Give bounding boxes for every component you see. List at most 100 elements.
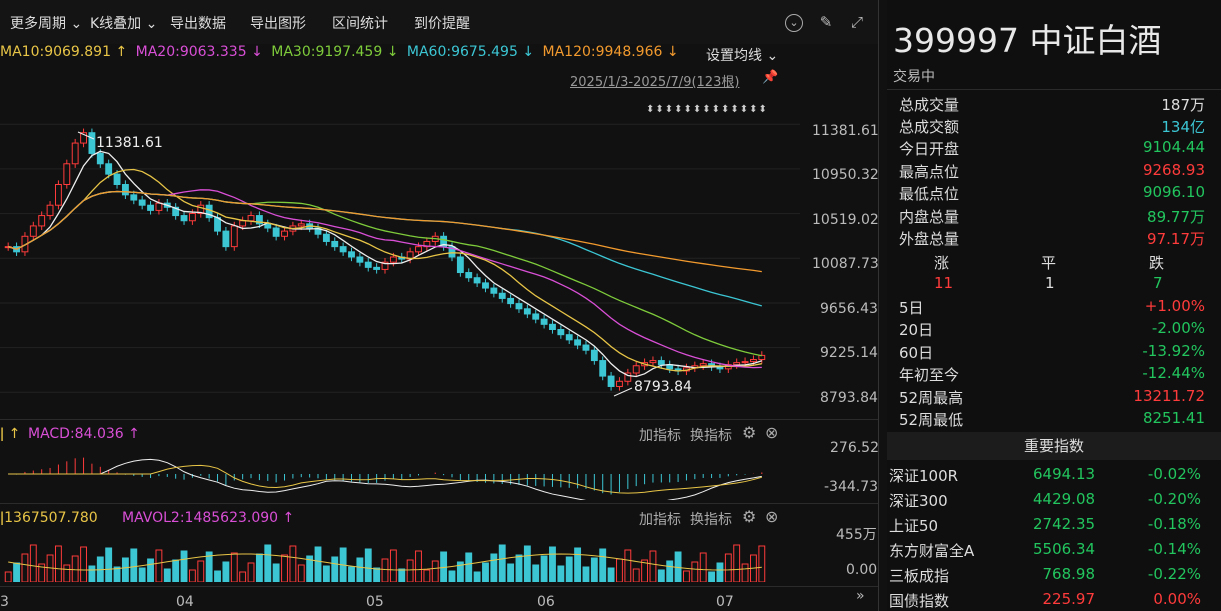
- switch-indicator-button[interactable]: 换指标: [690, 512, 732, 528]
- fullscreen-icon[interactable]: ⤢: [850, 13, 863, 31]
- macd-label: MACD:84.036 ↑: [28, 426, 140, 442]
- ma120-label: MA120:9948.966 ↓: [542, 44, 679, 60]
- ma-line: [7, 168, 762, 372]
- candle: [180, 215, 188, 222]
- volume-bar: [105, 547, 113, 582]
- volume-bar: [247, 562, 255, 582]
- volume-bar: [657, 569, 665, 582]
- volume-bar: [172, 559, 180, 582]
- candle: [532, 313, 540, 320]
- high-arrow: [77, 131, 95, 140]
- candle: [649, 360, 657, 364]
- volume-bar: [398, 568, 406, 582]
- index-row[interactable]: 三板成指 768.98 -0.22%: [889, 565, 1201, 585]
- close-icon[interactable]: ⊗: [765, 507, 779, 526]
- close-icon[interactable]: ⊗: [765, 423, 779, 442]
- candle: [339, 246, 347, 253]
- low-marker: 8793.84: [634, 379, 692, 395]
- add-indicator-button[interactable]: 加指标: [639, 512, 681, 528]
- index-row[interactable]: 深证100R 6494.13 -0.02%: [889, 465, 1201, 485]
- volume-bar: [322, 565, 330, 582]
- add-indicator-button[interactable]: 加指标: [639, 428, 681, 444]
- volume-bar: [306, 555, 314, 582]
- volume-bar: [180, 550, 188, 582]
- panel-divider[interactable]: [878, 0, 879, 611]
- candle: [348, 251, 355, 258]
- volume-bar: [4, 571, 12, 582]
- volume-bar: [113, 566, 121, 582]
- volume-bar: [348, 566, 355, 582]
- volume-bar: [88, 565, 96, 582]
- index-row[interactable]: 深证300 4429.08 -0.20%: [889, 490, 1201, 510]
- volume-bar: [582, 566, 590, 582]
- candle: [490, 287, 498, 294]
- candle: [21, 235, 29, 253]
- time-tick: 04: [176, 594, 194, 610]
- export-chart-button[interactable]: 导出图形: [250, 16, 306, 32]
- ma-settings-button[interactable]: 设置均线 ⌄: [706, 48, 779, 64]
- candle: [758, 354, 766, 361]
- gear-icon[interactable]: ⚙: [742, 507, 757, 526]
- divider: [0, 503, 878, 504]
- ma-legend: MA10:9069.891 ↑ MA20:9063.335 ↓ MA30:919…: [0, 44, 683, 62]
- candle: [281, 230, 288, 237]
- stat-row: 外盘总量 97.17万: [899, 230, 1205, 248]
- volume-bar: [532, 564, 540, 582]
- index-row[interactable]: 国债指数 225.97 0.00%: [889, 590, 1201, 610]
- candle: [373, 266, 381, 270]
- volume-bar: [71, 555, 79, 582]
- stat-row: 总成交额 134亿: [899, 118, 1205, 136]
- candle: [448, 246, 456, 258]
- candle: [54, 184, 62, 206]
- volume-bar: [683, 570, 690, 582]
- volume-bar: [699, 552, 707, 582]
- volume-bar: [741, 563, 749, 582]
- candle: [230, 225, 238, 248]
- candle: [599, 360, 607, 377]
- volume-bar: [490, 553, 498, 582]
- candle: [239, 220, 247, 227]
- candle: [632, 365, 640, 374]
- volume-bar: [574, 547, 582, 582]
- pin-icon[interactable]: 📌: [762, 70, 779, 85]
- gear-icon[interactable]: ⚙: [742, 423, 757, 442]
- volume-bar: [54, 545, 62, 582]
- export-data-button[interactable]: 导出数据: [170, 16, 226, 32]
- chevron-down-icon[interactable]: ⌄: [785, 14, 803, 32]
- candle: [71, 142, 79, 165]
- draw-pen-icon[interactable]: ✎: [819, 13, 833, 31]
- volume-bar: [624, 549, 632, 582]
- range-stats-button[interactable]: 区间统计: [332, 16, 388, 32]
- candle: [147, 204, 154, 211]
- scroll-right-icon[interactable]: »: [856, 588, 865, 604]
- volume-bar: [590, 557, 598, 582]
- ma10-label: MA10:9069.891 ↑: [0, 44, 128, 60]
- candle: [507, 297, 515, 305]
- period-menu[interactable]: 更多周期 ⌄: [10, 16, 83, 32]
- price-tick: 10950.32: [812, 167, 879, 183]
- volume-bar: [431, 560, 439, 582]
- volume-bar: [507, 563, 515, 582]
- candle: [138, 199, 146, 206]
- mavol-line: [8, 553, 762, 571]
- volume-bar: [616, 558, 623, 582]
- volume-bar: [557, 565, 565, 582]
- divider: [887, 89, 1221, 90]
- candle: [523, 308, 531, 315]
- candle: [515, 303, 523, 310]
- switch-indicator-button[interactable]: 换指标: [690, 428, 732, 444]
- candle: [657, 360, 665, 366]
- candle: [247, 215, 255, 222]
- index-row[interactable]: 东方财富全A 5506.34 -0.14%: [889, 540, 1201, 560]
- volume-bar: [297, 564, 305, 582]
- index-row[interactable]: 上证50 2742.35 -0.18%: [889, 515, 1201, 535]
- volume-bar: [724, 553, 732, 582]
- volume-bar: [607, 567, 615, 582]
- date-range-label[interactable]: 2025/1/3-2025/7/9(123根): [570, 75, 740, 90]
- macd-line: [8, 458, 762, 500]
- volume-bar: [691, 561, 699, 582]
- price-alert-button[interactable]: 到价提醒: [414, 16, 470, 32]
- kline-chart[interactable]: [0, 92, 800, 417]
- overlay-menu[interactable]: K线叠加 ⌄: [90, 16, 158, 32]
- candle: [549, 323, 556, 330]
